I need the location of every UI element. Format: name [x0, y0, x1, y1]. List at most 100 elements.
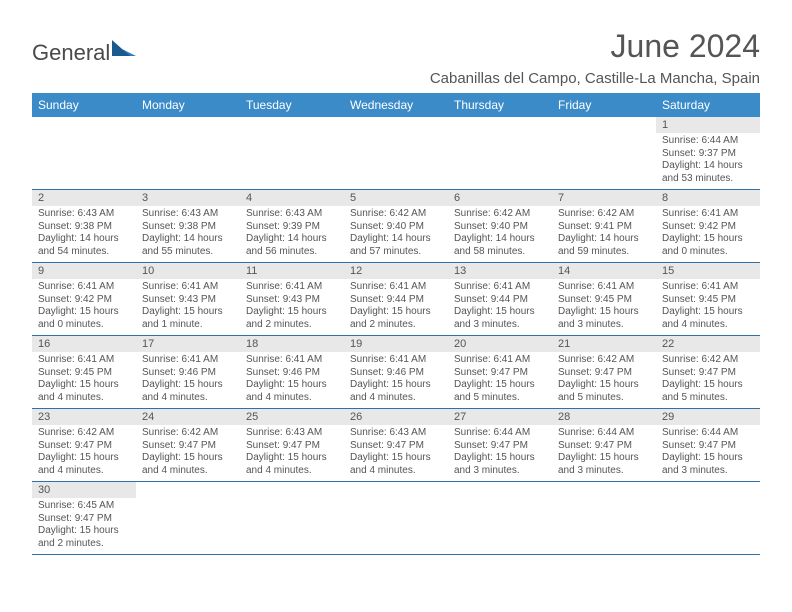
location-text: Cabanillas del Campo, Castille-La Mancha…: [32, 70, 760, 87]
day-content: Sunrise: 6:44 AMSunset: 9:37 PMDaylight:…: [656, 133, 760, 189]
day-number: 1: [656, 117, 760, 133]
day-content: Sunrise: 6:41 AMSunset: 9:43 PMDaylight:…: [136, 279, 240, 335]
calendar-cell: 26Sunrise: 6:43 AMSunset: 9:47 PMDayligh…: [344, 409, 448, 482]
calendar-cell: 9Sunrise: 6:41 AMSunset: 9:42 PMDaylight…: [32, 263, 136, 336]
calendar-table: SundayMondayTuesdayWednesdayThursdayFrid…: [32, 93, 760, 555]
day-number: 21: [552, 336, 656, 352]
calendar-cell: 15Sunrise: 6:41 AMSunset: 9:45 PMDayligh…: [656, 263, 760, 336]
day-header: Sunday: [32, 93, 136, 117]
calendar-cell: 5Sunrise: 6:42 AMSunset: 9:40 PMDaylight…: [344, 190, 448, 263]
day-content: Sunrise: 6:43 AMSunset: 9:47 PMDaylight:…: [240, 425, 344, 481]
day-content: Sunrise: 6:41 AMSunset: 9:44 PMDaylight:…: [448, 279, 552, 335]
day-number: 7: [552, 190, 656, 206]
calendar-cell: 11Sunrise: 6:41 AMSunset: 9:43 PMDayligh…: [240, 263, 344, 336]
day-number: 18: [240, 336, 344, 352]
day-number: 13: [448, 263, 552, 279]
day-content: Sunrise: 6:43 AMSunset: 9:38 PMDaylight:…: [136, 206, 240, 262]
calendar-cell: [448, 482, 552, 555]
day-header: Thursday: [448, 93, 552, 117]
day-number: 3: [136, 190, 240, 206]
calendar-cell: 18Sunrise: 6:41 AMSunset: 9:46 PMDayligh…: [240, 336, 344, 409]
day-content: Sunrise: 6:41 AMSunset: 9:47 PMDaylight:…: [448, 352, 552, 408]
calendar-cell: 4Sunrise: 6:43 AMSunset: 9:39 PMDaylight…: [240, 190, 344, 263]
day-content: Sunrise: 6:41 AMSunset: 9:42 PMDaylight:…: [32, 279, 136, 335]
day-content: Sunrise: 6:41 AMSunset: 9:43 PMDaylight:…: [240, 279, 344, 335]
calendar-cell: [136, 117, 240, 190]
day-header: Friday: [552, 93, 656, 117]
day-number: 25: [240, 409, 344, 425]
calendar-cell: 22Sunrise: 6:42 AMSunset: 9:47 PMDayligh…: [656, 336, 760, 409]
day-number: 10: [136, 263, 240, 279]
day-header: Monday: [136, 93, 240, 117]
day-content: Sunrise: 6:41 AMSunset: 9:46 PMDaylight:…: [344, 352, 448, 408]
day-number: 26: [344, 409, 448, 425]
calendar-cell: 24Sunrise: 6:42 AMSunset: 9:47 PMDayligh…: [136, 409, 240, 482]
calendar-cell: 20Sunrise: 6:41 AMSunset: 9:47 PMDayligh…: [448, 336, 552, 409]
day-content: Sunrise: 6:43 AMSunset: 9:39 PMDaylight:…: [240, 206, 344, 262]
day-number: 11: [240, 263, 344, 279]
calendar-cell: [448, 117, 552, 190]
day-number: 8: [656, 190, 760, 206]
calendar-cell: [552, 482, 656, 555]
day-number: 30: [32, 482, 136, 498]
calendar-cell: 16Sunrise: 6:41 AMSunset: 9:45 PMDayligh…: [32, 336, 136, 409]
day-number: 17: [136, 336, 240, 352]
calendar-cell: 28Sunrise: 6:44 AMSunset: 9:47 PMDayligh…: [552, 409, 656, 482]
calendar-cell: 3Sunrise: 6:43 AMSunset: 9:38 PMDaylight…: [136, 190, 240, 263]
day-number: 14: [552, 263, 656, 279]
day-number: 9: [32, 263, 136, 279]
day-number: 24: [136, 409, 240, 425]
day-content: Sunrise: 6:41 AMSunset: 9:46 PMDaylight:…: [240, 352, 344, 408]
calendar-cell: 23Sunrise: 6:42 AMSunset: 9:47 PMDayligh…: [32, 409, 136, 482]
day-content: Sunrise: 6:43 AMSunset: 9:38 PMDaylight:…: [32, 206, 136, 262]
calendar-cell: 19Sunrise: 6:41 AMSunset: 9:46 PMDayligh…: [344, 336, 448, 409]
day-header: Wednesday: [344, 93, 448, 117]
logo-triangle-icon: [112, 40, 136, 56]
logo-text-1: General: [32, 40, 110, 66]
day-content: Sunrise: 6:42 AMSunset: 9:41 PMDaylight:…: [552, 206, 656, 262]
calendar-cell: 12Sunrise: 6:41 AMSunset: 9:44 PMDayligh…: [344, 263, 448, 336]
calendar-cell: 27Sunrise: 6:44 AMSunset: 9:47 PMDayligh…: [448, 409, 552, 482]
day-number: 28: [552, 409, 656, 425]
day-content: Sunrise: 6:43 AMSunset: 9:47 PMDaylight:…: [344, 425, 448, 481]
day-number: 20: [448, 336, 552, 352]
logo: General: [32, 40, 136, 66]
day-content: Sunrise: 6:41 AMSunset: 9:45 PMDaylight:…: [656, 279, 760, 335]
day-header: Saturday: [656, 93, 760, 117]
calendar-cell: [552, 117, 656, 190]
day-content: Sunrise: 6:42 AMSunset: 9:47 PMDaylight:…: [32, 425, 136, 481]
day-content: Sunrise: 6:41 AMSunset: 9:45 PMDaylight:…: [552, 279, 656, 335]
day-number: 6: [448, 190, 552, 206]
month-title: June 2024: [611, 28, 760, 65]
calendar-cell: 14Sunrise: 6:41 AMSunset: 9:45 PMDayligh…: [552, 263, 656, 336]
calendar-cell: 30Sunrise: 6:45 AMSunset: 9:47 PMDayligh…: [32, 482, 136, 555]
day-header: Tuesday: [240, 93, 344, 117]
calendar-cell: 25Sunrise: 6:43 AMSunset: 9:47 PMDayligh…: [240, 409, 344, 482]
calendar-cell: 21Sunrise: 6:42 AMSunset: 9:47 PMDayligh…: [552, 336, 656, 409]
calendar-cell: 1Sunrise: 6:44 AMSunset: 9:37 PMDaylight…: [656, 117, 760, 190]
day-number: 16: [32, 336, 136, 352]
day-number: 15: [656, 263, 760, 279]
day-content: Sunrise: 6:41 AMSunset: 9:42 PMDaylight:…: [656, 206, 760, 262]
calendar-cell: [32, 117, 136, 190]
calendar-cell: 29Sunrise: 6:44 AMSunset: 9:47 PMDayligh…: [656, 409, 760, 482]
day-content: Sunrise: 6:42 AMSunset: 9:47 PMDaylight:…: [656, 352, 760, 408]
day-number: 19: [344, 336, 448, 352]
calendar-cell: [344, 482, 448, 555]
day-content: Sunrise: 6:41 AMSunset: 9:46 PMDaylight:…: [136, 352, 240, 408]
calendar-cell: [344, 117, 448, 190]
calendar-cell: [240, 117, 344, 190]
calendar-cell: 6Sunrise: 6:42 AMSunset: 9:40 PMDaylight…: [448, 190, 552, 263]
calendar-cell: 7Sunrise: 6:42 AMSunset: 9:41 PMDaylight…: [552, 190, 656, 263]
day-number: 12: [344, 263, 448, 279]
day-content: Sunrise: 6:42 AMSunset: 9:40 PMDaylight:…: [448, 206, 552, 262]
day-number: 4: [240, 190, 344, 206]
day-content: Sunrise: 6:44 AMSunset: 9:47 PMDaylight:…: [656, 425, 760, 481]
calendar-cell: 2Sunrise: 6:43 AMSunset: 9:38 PMDaylight…: [32, 190, 136, 263]
day-content: Sunrise: 6:41 AMSunset: 9:45 PMDaylight:…: [32, 352, 136, 408]
calendar-cell: 10Sunrise: 6:41 AMSunset: 9:43 PMDayligh…: [136, 263, 240, 336]
calendar-cell: [240, 482, 344, 555]
day-content: Sunrise: 6:44 AMSunset: 9:47 PMDaylight:…: [552, 425, 656, 481]
day-content: Sunrise: 6:42 AMSunset: 9:40 PMDaylight:…: [344, 206, 448, 262]
day-number: 23: [32, 409, 136, 425]
